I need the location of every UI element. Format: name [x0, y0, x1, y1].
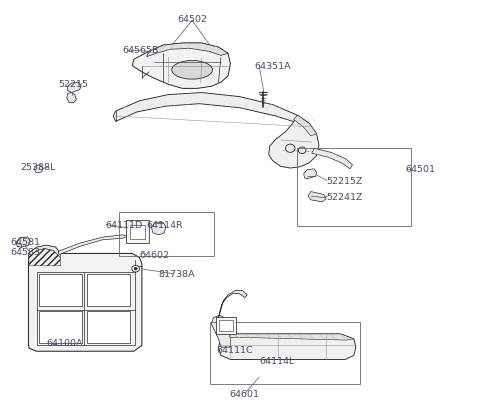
Polygon shape — [28, 246, 142, 351]
Circle shape — [299, 147, 306, 154]
Polygon shape — [67, 93, 76, 104]
Text: 64502: 64502 — [177, 15, 207, 24]
Text: 64581: 64581 — [10, 237, 40, 246]
Circle shape — [286, 145, 295, 153]
Text: 64583: 64583 — [10, 247, 40, 256]
Polygon shape — [218, 291, 247, 318]
Bar — [210, 322, 360, 385]
Bar — [39, 311, 82, 343]
Text: 64565B: 64565B — [123, 45, 159, 55]
Bar — [87, 274, 130, 306]
Polygon shape — [308, 192, 326, 202]
Bar — [36, 272, 135, 346]
Text: 64601: 64601 — [230, 389, 260, 398]
Ellipse shape — [172, 62, 213, 80]
Text: 64351A: 64351A — [254, 62, 291, 71]
Circle shape — [56, 322, 67, 332]
Polygon shape — [223, 334, 354, 340]
Polygon shape — [218, 334, 356, 360]
Bar — [219, 320, 233, 332]
Polygon shape — [34, 165, 43, 173]
Bar — [120, 212, 214, 257]
Polygon shape — [294, 116, 317, 137]
Polygon shape — [58, 235, 129, 255]
Text: 52215Z: 52215Z — [326, 176, 363, 185]
Polygon shape — [152, 223, 166, 235]
Bar — [39, 274, 82, 306]
Text: 64114L: 64114L — [259, 356, 294, 366]
Polygon shape — [16, 237, 30, 248]
Bar — [130, 225, 145, 240]
Bar — [87, 311, 130, 343]
Text: 52241Z: 52241Z — [326, 192, 363, 201]
Circle shape — [134, 268, 137, 270]
Polygon shape — [304, 169, 317, 179]
Bar — [298, 149, 411, 226]
Text: 64111C: 64111C — [216, 345, 252, 354]
Bar — [216, 318, 236, 334]
Text: 52215: 52215 — [58, 79, 88, 88]
Polygon shape — [211, 316, 230, 347]
Polygon shape — [113, 93, 311, 129]
Polygon shape — [28, 246, 60, 258]
Text: 64501: 64501 — [405, 165, 435, 174]
Text: 64100A: 64100A — [46, 339, 83, 348]
Text: 64602: 64602 — [140, 251, 169, 259]
Text: 25388L: 25388L — [20, 163, 55, 172]
Text: 81738A: 81738A — [158, 270, 195, 278]
Polygon shape — [269, 116, 319, 169]
Bar — [126, 221, 149, 244]
Polygon shape — [68, 83, 81, 93]
Polygon shape — [312, 149, 352, 169]
Polygon shape — [147, 44, 228, 57]
Circle shape — [132, 266, 140, 272]
Polygon shape — [132, 44, 230, 89]
Text: 64111D: 64111D — [105, 221, 142, 230]
Circle shape — [56, 285, 67, 295]
Text: 64114R: 64114R — [147, 221, 183, 230]
